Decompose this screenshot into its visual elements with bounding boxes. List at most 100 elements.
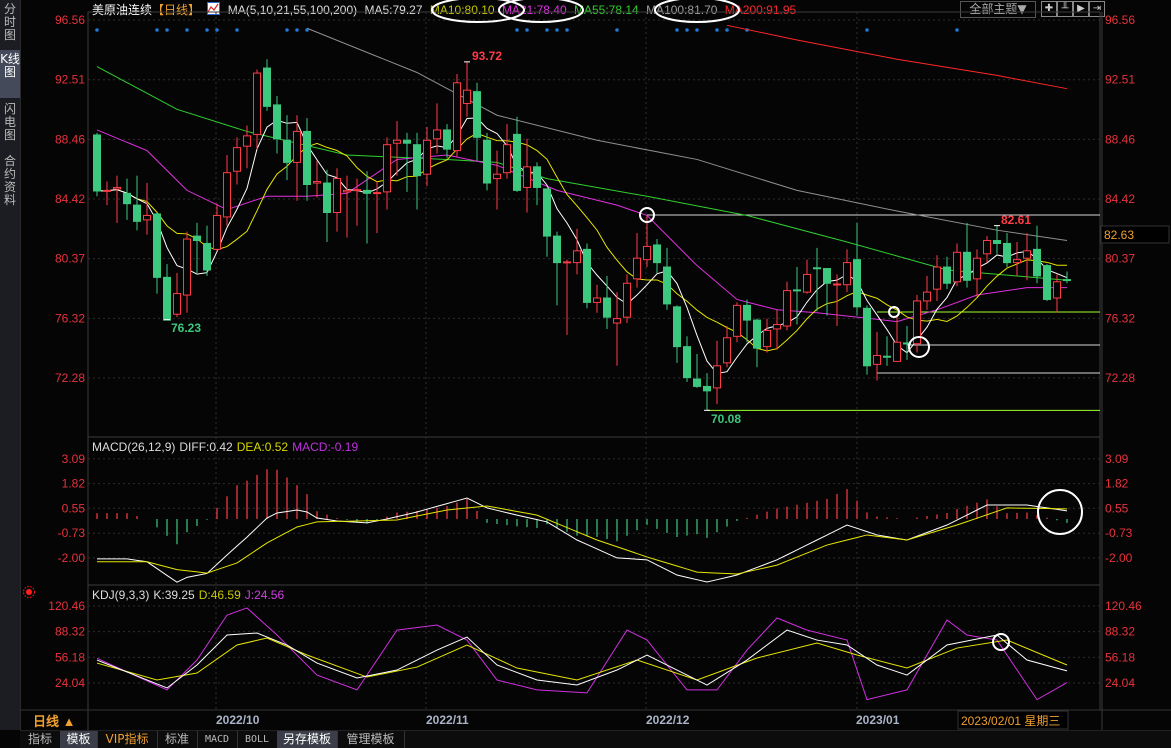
price-right-tick: 72.28 [1105,371,1135,385]
ma10-value: MA10:80.10 [429,3,495,17]
candle-up [243,135,251,147]
candle-down [813,267,821,270]
bottom-tab-5[interactable]: BOLL [237,731,278,748]
zoom-in-icon[interactable]: ╨ [1057,1,1073,17]
kdj-panel [96,607,1068,701]
event-marker [565,28,569,32]
high-price-label: 93.72 [472,49,502,63]
candle-up [783,290,791,327]
sidebar-tab-timeshare[interactable]: 分时图 [3,2,16,42]
price-left-tick: 96.56 [55,13,85,27]
candle-down [753,319,761,349]
candle-down [943,266,951,284]
candle-down [743,304,751,321]
candle-up [623,282,631,318]
macd-left-tick: -0.73 [58,526,86,540]
bottom-tab-6[interactable]: 另存模板 [277,731,338,748]
candle-down [1043,265,1051,300]
event-marker [285,28,289,32]
candle-down [993,240,1001,244]
candle-down [513,133,521,191]
macd-left-tick: -2.00 [58,551,86,565]
candle-up [503,144,511,174]
bottom-tab-0[interactable]: 指标 [20,731,61,748]
candle-up [1013,259,1021,264]
symbol-name: 美原油连续 [92,3,153,17]
macd-right-tick: 3.09 [1105,452,1129,466]
candle-up [223,172,231,218]
bottom-tab-2[interactable]: VIP指标 [97,731,158,748]
candle-down [823,268,831,284]
sidebar-tab-kline[interactable]: K线图 [0,50,20,98]
candle-up [313,181,321,184]
candle-down [303,130,311,185]
candle-down [683,346,691,379]
settings-icon[interactable] [23,586,35,598]
price-right-tick: 96.56 [1105,13,1135,27]
chart-header: 美原油连续【日线】 MA(5,10,21,55,100,200) MA5:79.… [92,2,800,18]
candle-down [263,67,271,107]
kdj-left-tick: 56.18 [55,650,85,664]
candle-down [163,276,171,321]
event-marker [685,28,689,32]
price-right-tick: 92.51 [1105,73,1135,87]
candle-up [633,257,641,280]
candle-down [603,297,611,318]
price-left-tick: 88.46 [55,132,85,146]
bottom-tab-7[interactable]: 管理模板 [337,731,405,748]
candles [93,59,1071,411]
kdj-right-tick: 88.32 [1105,625,1135,639]
candle-down [123,192,131,205]
event-marker [675,28,679,32]
candle-up [173,293,181,315]
bottom-tab-1[interactable]: 模板 [60,731,98,748]
candle-down [323,182,331,214]
event-marker [215,28,219,32]
price-right-tick: 76.32 [1105,311,1135,325]
sidebar-tab-flash[interactable]: 闪电图 [3,102,16,142]
kline-chart[interactable]: 96.56 96.56 92.51 92.51 88.46 88.46 84.42 84.42… [0,0,1171,730]
kdj-right-tick: 24.04 [1105,676,1135,690]
macd-macd: MACD:-0.19 [292,440,358,454]
event-marker [95,28,99,32]
ma200-value: MA200:91.95 [724,3,797,17]
cursor-date-box [957,710,1069,730]
bottom-tab-4[interactable]: MACD [197,731,238,748]
macd-right-tick: -0.73 [1105,526,1133,540]
macd-dea-line [97,505,1068,575]
candle-up [143,214,151,221]
candle-up [833,283,841,286]
play-icon[interactable]: ▶ [1073,1,1089,17]
candle-up [103,189,111,192]
ma5-line [96,117,1068,375]
candle-up [573,250,581,264]
candle-up [613,318,621,324]
kdj-title: KDJ(9,3,3) [92,588,149,602]
candle-up [723,337,731,364]
exit-icon[interactable]: ⇥ [1089,1,1105,17]
candle-up [213,214,221,250]
candle-up [183,238,191,296]
candle-down [273,104,281,140]
period-selector[interactable]: 日线 ▲ [33,714,75,729]
price-right-tick: 84.42 [1105,192,1135,206]
kdj-k-line [96,629,1068,689]
annotations [164,61,1000,411]
period-label: 【日线】 [152,3,201,17]
kdj-j: J:24.56 [245,588,285,602]
candle-up [953,251,961,283]
macd-title: MACD(26,12,9) [92,440,175,454]
crosshair-icon[interactable]: ✚ [1041,1,1057,17]
ma10-line [96,132,1067,352]
macd-header: MACD(26,12,9) DIFF:0.42 DEA:0.52 MACD:-0.19 [92,440,358,454]
bottom-tab-3[interactable]: 标准 [157,731,198,748]
ma100-value: MA100:81.70 [646,3,718,17]
candle-up [233,147,241,172]
cursor-date: 2023/02/01 星期三 [961,714,1060,728]
candle-down [853,259,861,308]
candle-down [443,129,451,150]
moving-averages [96,24,1068,375]
candle-up [333,178,341,214]
candle-down [883,355,891,358]
sidebar-tab-contract-info[interactable]: 合约资料 [3,154,16,207]
